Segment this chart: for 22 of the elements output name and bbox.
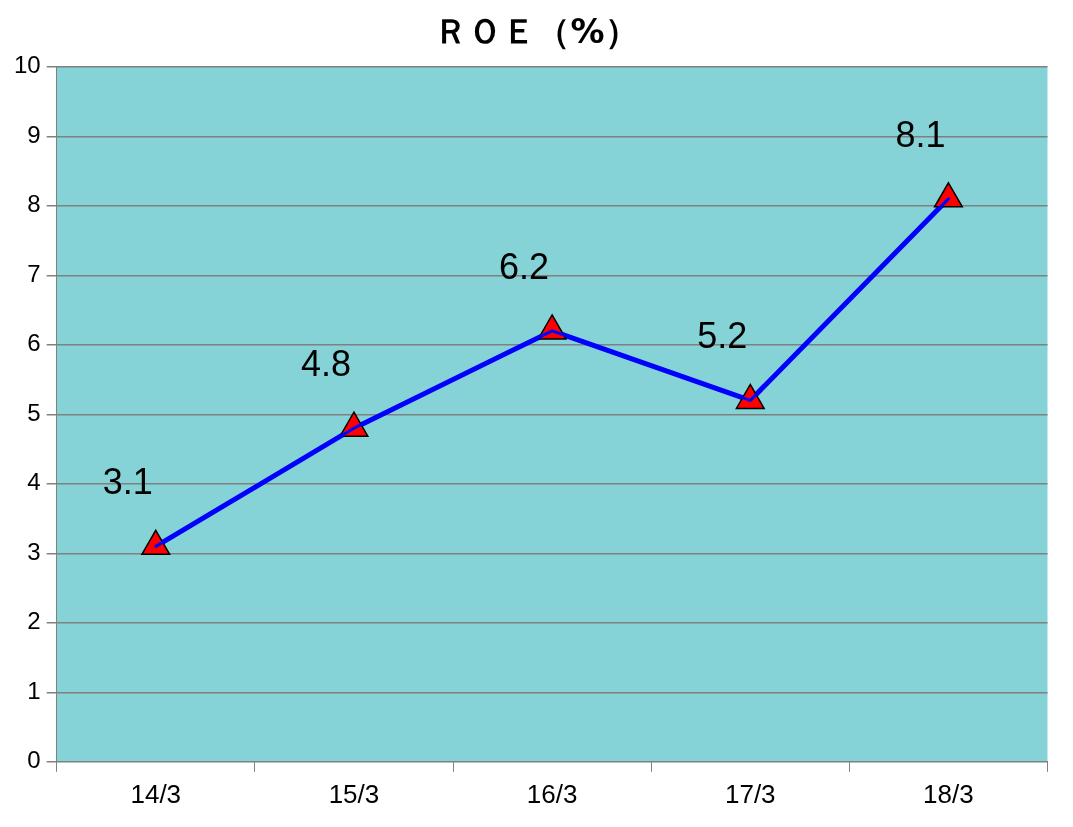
y-tick-label: 3 [27,537,41,565]
y-tick-label: 5 [27,398,41,426]
data-label: 6.2 [499,245,550,287]
y-tick-label: 4 [27,468,41,496]
y-tick-label: 1 [27,676,41,704]
data-label: 4.8 [300,343,351,385]
y-tick-label: 6 [27,329,41,357]
y-tick-label: 2 [27,607,41,635]
data-label: 8.1 [895,113,946,155]
y-tick-label: 0 [27,746,41,774]
x-tick-label: 14/3 [130,778,182,809]
x-tick-label: 16/3 [526,778,578,809]
x-tick-label: 15/3 [328,778,380,809]
data-label: 3.1 [102,461,153,503]
y-tick-label: 7 [27,259,41,287]
y-tick-label: 8 [27,190,41,218]
chart-title: ＲＯＥ（%） [434,11,639,52]
y-tick-label: 9 [27,120,41,148]
y-tick-label: 10 [13,51,41,79]
data-label: 5.2 [697,315,748,357]
x-tick-label: 17/3 [724,778,776,809]
x-tick-label: 18/3 [923,778,974,809]
